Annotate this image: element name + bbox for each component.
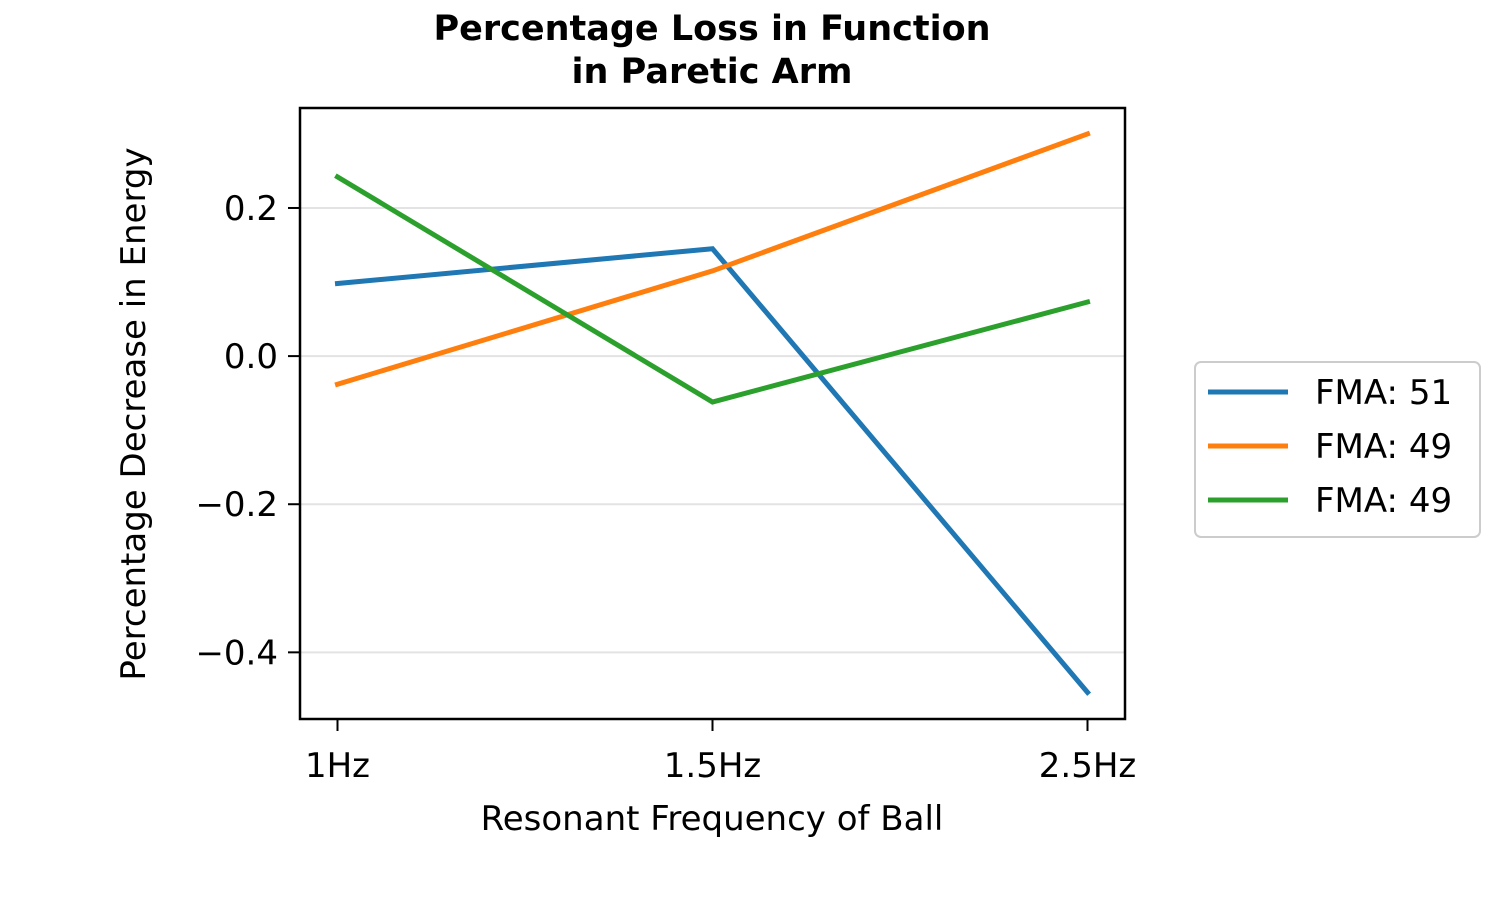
x-axis-label: Resonant Frequency of Ball <box>481 799 944 839</box>
y-axis-ticks: −0.4 −0.2 0.0 0.2 <box>195 189 300 673</box>
chart-title-line-2: in Paretic Arm <box>572 52 853 92</box>
chart-title-line-1: Percentage Loss in Function <box>433 9 990 49</box>
x-axis-ticks: 1Hz 1.5Hz 2.5Hz <box>305 719 1136 786</box>
series-lines <box>334 130 1092 696</box>
legend-label-2: FMA: 49 <box>1315 427 1452 467</box>
y-tick-label: −0.4 <box>195 633 278 673</box>
y-tick-label: 0.2 <box>224 189 278 229</box>
series-line-3 <box>334 173 1091 405</box>
x-tick-label: 1.5Hz <box>664 746 761 786</box>
x-tick-label: 1Hz <box>305 746 370 786</box>
legend-label-3: FMA: 49 <box>1315 481 1452 521</box>
legend-label-1: FMA: 51 <box>1315 373 1452 413</box>
legend: FMA: 51 FMA: 49 FMA: 49 <box>1194 361 1481 538</box>
plot-frame <box>298 106 1127 721</box>
legend-entries: FMA: 51 FMA: 49 FMA: 49 <box>1208 373 1452 521</box>
legend-box <box>1194 361 1481 538</box>
series-line-1 <box>334 246 1092 696</box>
series-line-2 <box>334 130 1091 388</box>
y-tick-label: −0.2 <box>195 485 278 525</box>
x-tick-label: 2.5Hz <box>1039 746 1136 786</box>
y-axis-label: Percentage Decrease in Energy <box>114 147 154 680</box>
y-tick-label: 0.0 <box>224 337 278 377</box>
